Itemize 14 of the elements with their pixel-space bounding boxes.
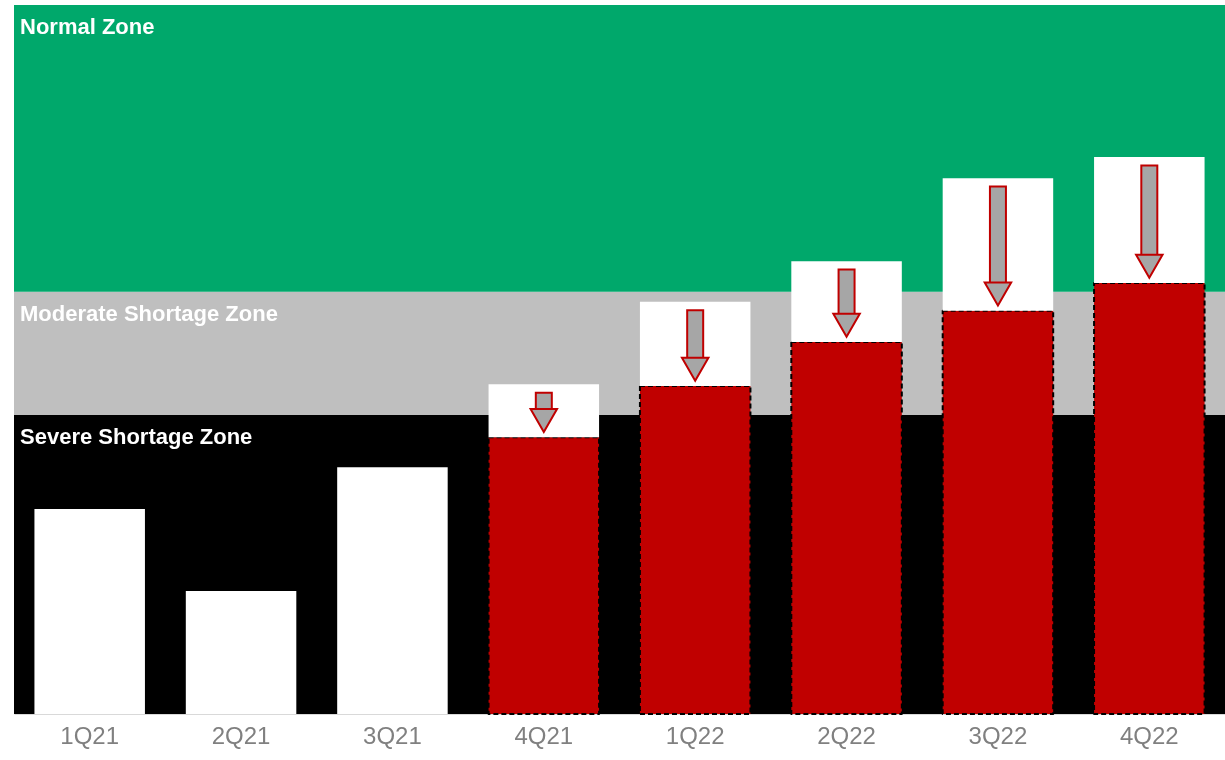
band-label: Severe Shortage Zone bbox=[20, 423, 253, 449]
x-tick-label: 1Q22 bbox=[665, 721, 725, 749]
bar bbox=[34, 509, 145, 714]
x-tick-label: 2Q22 bbox=[817, 721, 876, 749]
x-tick-label: 3Q22 bbox=[968, 721, 1028, 749]
band-label: Normal Zone bbox=[20, 14, 155, 39]
x-tick-label: 1Q21 bbox=[60, 721, 120, 749]
bar bbox=[185, 590, 297, 714]
x-tick-label: 4Q22 bbox=[1119, 721, 1179, 749]
x-tick-label: 2Q21 bbox=[211, 721, 271, 749]
x-tick-label: 4Q21 bbox=[514, 721, 574, 749]
bar bbox=[337, 467, 448, 714]
band-label: Moderate Shortage Zone bbox=[20, 300, 278, 326]
x-tick-label: 3Q21 bbox=[363, 721, 422, 749]
